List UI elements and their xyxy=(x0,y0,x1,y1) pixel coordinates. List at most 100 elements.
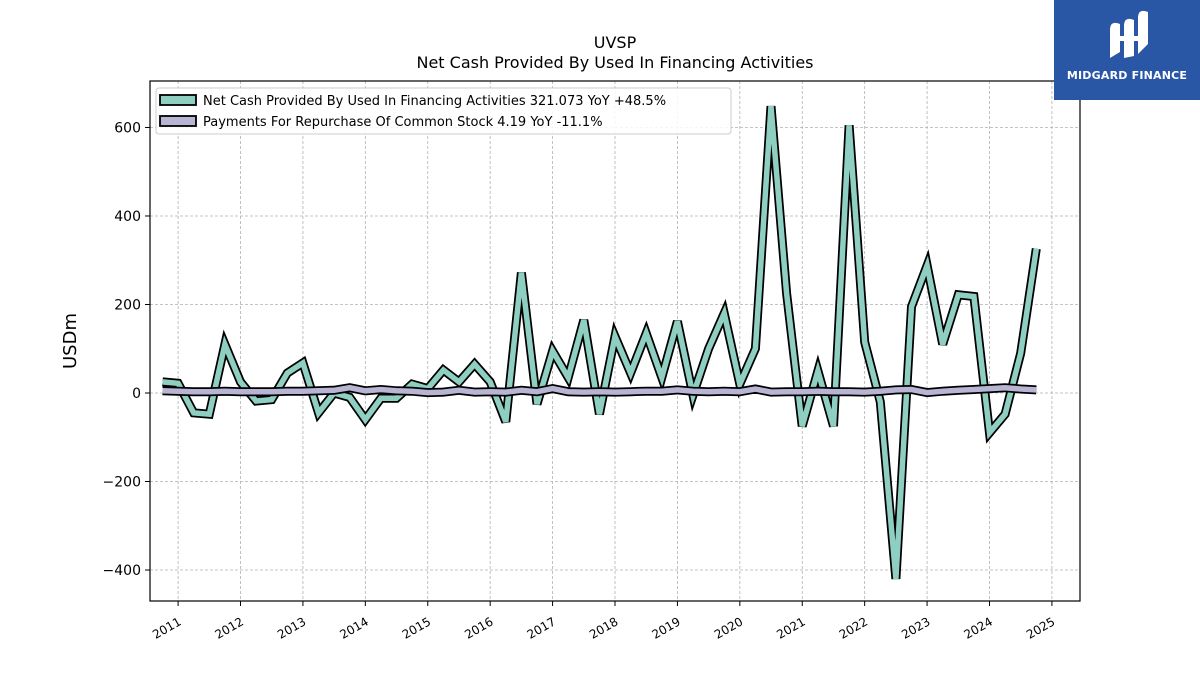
brand-logo: MIDGARD FINANCE xyxy=(1054,0,1200,100)
x-axis: 2011 2012 2013 2014 2015 2016 2017 2018 2019 2020… xyxy=(150,601,1057,642)
data-point xyxy=(800,424,805,429)
data-point xyxy=(706,389,711,394)
data-point xyxy=(160,379,165,384)
data-point xyxy=(519,388,524,393)
data-point xyxy=(269,397,274,402)
x-tick-label: 2019 xyxy=(649,614,682,641)
x-tick-label: 2011 xyxy=(150,614,183,641)
y-axis-label: USDm xyxy=(60,313,81,369)
legend-label: Payments For Repurchase Of Common Stock … xyxy=(203,115,603,130)
data-point xyxy=(737,382,742,387)
data-point xyxy=(566,375,571,380)
chart-title: UVSP xyxy=(594,33,637,52)
y-tick-label: 200 xyxy=(114,297,141,313)
x-tick-label: 2016 xyxy=(462,614,495,641)
data-point xyxy=(846,123,851,128)
data-point xyxy=(254,389,259,394)
data-point xyxy=(285,370,290,375)
data-point xyxy=(300,360,305,365)
y-tick-label: 400 xyxy=(114,209,141,225)
x-tick-label: 2015 xyxy=(400,614,433,641)
data-point xyxy=(394,396,399,401)
y-axis: −400 −200 0 200 400 600 xyxy=(103,120,150,579)
data-point xyxy=(675,387,680,392)
x-tick-label: 2012 xyxy=(213,614,246,641)
data-point xyxy=(472,390,477,395)
data-point xyxy=(269,389,274,394)
data-point xyxy=(175,389,180,394)
data-point xyxy=(628,370,633,375)
data-point xyxy=(987,430,992,435)
x-tick-label: 2024 xyxy=(962,614,995,641)
data-point xyxy=(909,387,914,392)
data-point xyxy=(207,389,212,394)
data-point xyxy=(175,381,180,386)
data-point xyxy=(550,348,555,353)
data-point xyxy=(831,389,836,394)
data-point xyxy=(753,386,758,391)
chart-subtitle: Net Cash Provided By Used In Financing A… xyxy=(416,53,813,72)
data-point xyxy=(815,368,820,373)
data-point xyxy=(503,419,508,424)
data-point xyxy=(940,342,945,347)
data-point xyxy=(363,417,368,422)
data-point xyxy=(597,412,602,417)
data-point xyxy=(659,389,664,394)
series-layer xyxy=(160,105,1041,580)
data-point xyxy=(410,389,415,394)
logo-mark-icon xyxy=(1110,10,1148,58)
legend: Net Cash Provided By Used In Financing A… xyxy=(155,87,732,135)
data-point xyxy=(659,375,664,380)
data-point xyxy=(160,388,165,393)
data-point xyxy=(378,396,383,401)
data-point xyxy=(441,367,446,372)
y-tick-label: 600 xyxy=(114,120,141,136)
x-tick-label: 2017 xyxy=(525,614,558,641)
legend-swatch xyxy=(159,94,197,106)
data-point xyxy=(488,379,493,384)
data-point xyxy=(924,390,929,395)
data-point xyxy=(1003,412,1008,417)
data-point xyxy=(1003,385,1008,390)
data-point xyxy=(347,395,352,400)
data-point xyxy=(425,390,430,395)
data-point xyxy=(956,292,961,297)
data-point xyxy=(862,340,867,345)
data-point xyxy=(238,379,243,384)
data-point xyxy=(550,386,555,391)
legend-label: Net Cash Provided By Used In Financing A… xyxy=(203,94,666,109)
data-point xyxy=(456,388,461,393)
data-point xyxy=(441,390,446,395)
data-point xyxy=(503,390,508,395)
x-tick-label: 2021 xyxy=(774,614,807,641)
data-point xyxy=(207,412,212,417)
data-point xyxy=(784,291,789,296)
data-point xyxy=(800,389,805,394)
legend-swatch xyxy=(159,115,197,127)
data-point xyxy=(956,388,961,393)
series-line-outline xyxy=(162,105,1041,580)
data-point xyxy=(378,387,383,392)
data-point xyxy=(581,317,586,322)
data-point xyxy=(238,389,243,394)
x-tick-label: 2014 xyxy=(337,614,370,641)
y-tick-label: 0 xyxy=(132,386,141,402)
x-tick-label: 2013 xyxy=(275,614,308,641)
data-point xyxy=(971,294,976,299)
data-point xyxy=(254,398,259,403)
data-point xyxy=(737,389,742,394)
data-point xyxy=(316,388,321,393)
x-tick-label: 2025 xyxy=(1024,614,1057,641)
data-point xyxy=(675,319,680,324)
data-point xyxy=(597,389,602,394)
data-point xyxy=(878,399,883,404)
data-point xyxy=(878,389,883,394)
data-point xyxy=(534,389,539,394)
data-point xyxy=(862,390,867,395)
data-point xyxy=(1018,386,1023,391)
data-point xyxy=(815,389,820,394)
series-line xyxy=(162,384,1037,396)
legend-box xyxy=(155,87,732,135)
data-point xyxy=(893,387,898,392)
data-point xyxy=(581,390,586,395)
